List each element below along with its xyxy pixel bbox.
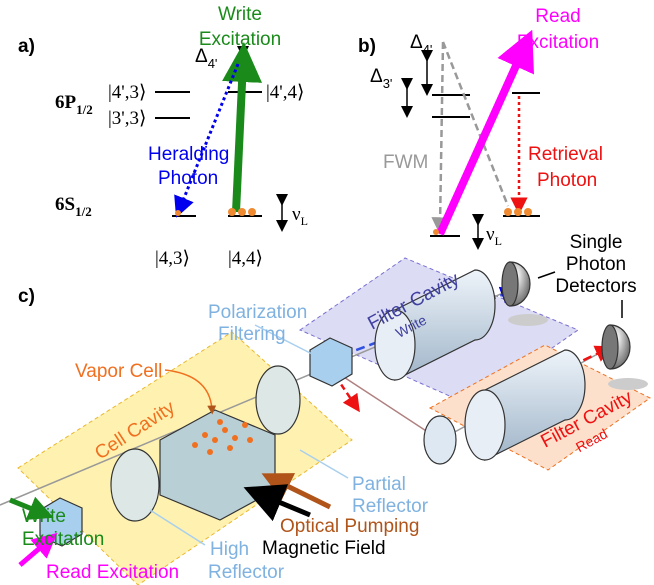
label: 6P1/2 bbox=[55, 92, 93, 117]
label: 6S1/2 bbox=[55, 194, 92, 219]
label: |3',3⟩ bbox=[108, 108, 146, 129]
label: Excitation bbox=[199, 29, 281, 50]
label: Reflector bbox=[352, 496, 429, 517]
shadow bbox=[508, 314, 548, 326]
label: Detectors bbox=[555, 276, 636, 297]
label: Vapor Cell bbox=[75, 361, 162, 382]
label: Δ4' bbox=[410, 32, 432, 57]
panel-label: b) bbox=[358, 36, 376, 57]
panel-label: c) bbox=[18, 286, 35, 307]
label: Polarization bbox=[208, 302, 307, 323]
fwm-arrow bbox=[440, 42, 443, 226]
label: Magnetic Field bbox=[262, 538, 386, 559]
label: Photon bbox=[537, 170, 597, 191]
label: Read Excitation bbox=[46, 562, 179, 583]
label: Read bbox=[535, 6, 580, 27]
label: Heralding bbox=[148, 144, 229, 165]
atoms bbox=[175, 208, 256, 216]
label: Reflector bbox=[208, 562, 285, 583]
label: Excitation bbox=[22, 529, 104, 550]
label: Single bbox=[570, 232, 623, 253]
label: Filtering bbox=[218, 324, 286, 345]
label: Write bbox=[218, 4, 262, 25]
label: νL bbox=[486, 224, 502, 248]
label: Δ3' bbox=[370, 66, 392, 91]
shadow bbox=[608, 378, 648, 390]
levels-a bbox=[155, 52, 282, 226]
label: |4,4⟩ bbox=[228, 248, 263, 269]
label: |4',4⟩ bbox=[266, 82, 304, 103]
diagram: a) Write Excitation Δ4' 6P1/2 6S1/2 |4',… bbox=[0, 0, 654, 585]
label: Retrieval bbox=[528, 144, 603, 165]
label: High bbox=[210, 539, 249, 560]
panel-label: a) bbox=[18, 36, 35, 57]
label: |4',3⟩ bbox=[108, 82, 146, 103]
label: Partial bbox=[352, 474, 406, 495]
read-arrow bbox=[440, 48, 524, 234]
write-arrow bbox=[236, 62, 243, 212]
label: νL bbox=[292, 204, 308, 228]
fwm-arrow bbox=[443, 42, 508, 206]
label: Photon bbox=[566, 254, 626, 275]
label: Optical Pumping bbox=[280, 516, 419, 537]
label: Excitation bbox=[517, 32, 599, 53]
label: FWM bbox=[383, 152, 428, 173]
label: |4,3⟩ bbox=[155, 248, 190, 269]
label: Photon bbox=[158, 168, 218, 189]
label: Write bbox=[22, 506, 66, 527]
